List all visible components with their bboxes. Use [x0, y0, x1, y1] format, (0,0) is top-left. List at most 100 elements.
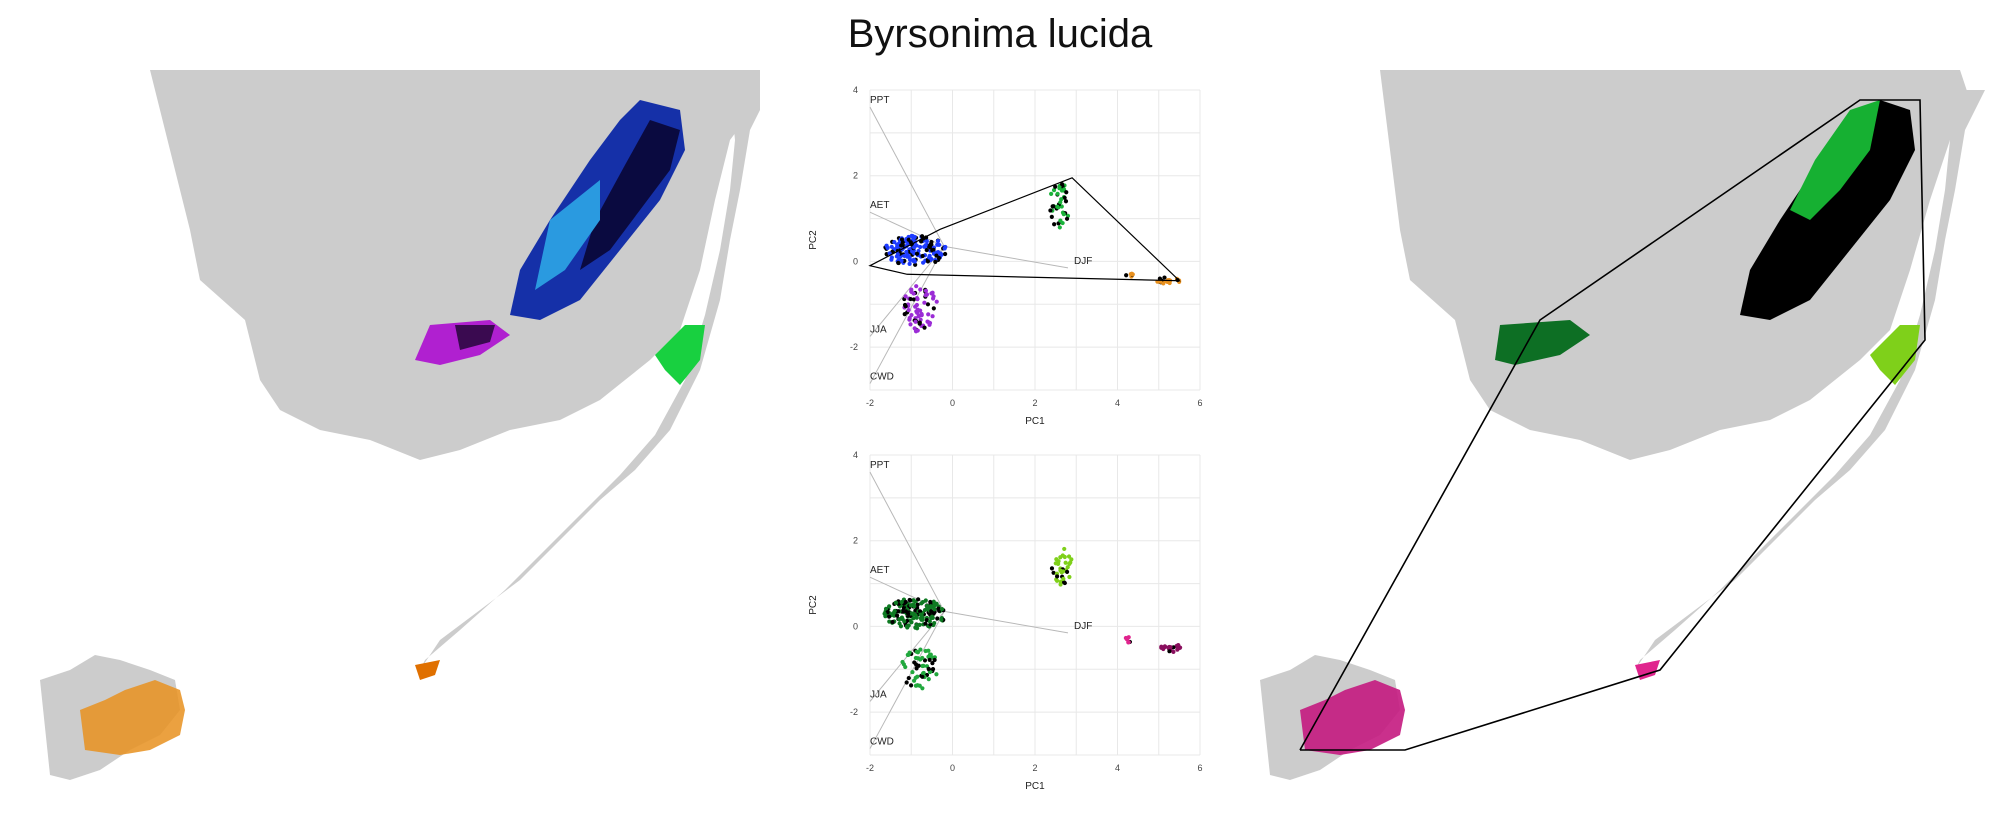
data-point — [915, 297, 920, 302]
x-tick-label: -2 — [866, 763, 874, 773]
data-point — [1052, 222, 1057, 227]
data-point — [915, 626, 920, 631]
data-point — [904, 680, 909, 685]
data-point — [932, 607, 937, 612]
pca-plot-bottom: -2 0 2 4 6 -2 0 2 4 PC1 PC2 PPT AET DJF JJA CWD — [808, 450, 1203, 792]
loading-arrow — [944, 245, 1069, 269]
data-point — [930, 661, 935, 666]
data-point — [905, 253, 910, 258]
data-point — [917, 683, 922, 688]
loading-label: CWD — [870, 737, 894, 748]
data-point — [894, 613, 900, 618]
data-point — [1166, 645, 1171, 650]
y-axis-label: PC2 — [808, 595, 819, 615]
data-point — [916, 597, 921, 602]
data-point — [1126, 640, 1131, 645]
data-point — [914, 284, 919, 289]
data-point — [1054, 574, 1060, 579]
point-cluster — [902, 284, 939, 334]
data-point — [935, 242, 940, 247]
data-point — [912, 604, 917, 609]
data-point — [927, 619, 932, 624]
data-point — [934, 672, 939, 677]
data-point — [907, 597, 912, 603]
data-point — [884, 243, 889, 248]
data-point — [904, 624, 910, 629]
point-cluster — [1124, 271, 1135, 279]
x-tick-label: 2 — [1032, 763, 1037, 773]
data-point — [935, 238, 941, 244]
data-point — [918, 612, 923, 617]
data-point — [908, 296, 913, 302]
data-point — [922, 658, 928, 663]
data-point — [1062, 554, 1067, 560]
data-point — [924, 247, 929, 253]
loading-label: PPT — [870, 95, 889, 106]
data-point — [1061, 576, 1066, 581]
data-point — [899, 243, 904, 248]
x-tick-label: 0 — [950, 398, 955, 408]
data-point — [924, 239, 929, 244]
data-point — [1161, 281, 1166, 286]
y-tick-label: -2 — [850, 342, 858, 352]
y-tick-label: -2 — [850, 707, 858, 717]
data-point — [1124, 273, 1129, 278]
point-cluster — [882, 597, 946, 631]
data-point — [1066, 554, 1072, 559]
x-tick-label: -2 — [866, 398, 874, 408]
data-point — [919, 601, 924, 606]
data-point — [928, 599, 933, 605]
data-point — [1054, 557, 1059, 562]
data-point — [902, 253, 907, 259]
data-point — [882, 611, 887, 616]
data-point — [920, 663, 925, 669]
data-point — [896, 260, 901, 265]
data-point — [908, 322, 913, 327]
connecting-hull — [1299, 99, 1926, 751]
data-point — [904, 249, 909, 255]
data-point — [890, 619, 895, 625]
data-point — [1050, 204, 1055, 209]
data-point — [1048, 208, 1053, 213]
data-point — [1051, 570, 1056, 575]
data-point — [1128, 271, 1133, 277]
loading-arrow — [869, 246, 945, 384]
data-point — [909, 289, 914, 294]
data-point — [926, 666, 931, 671]
data-point — [1049, 566, 1055, 571]
data-point — [912, 259, 917, 264]
point-cluster — [883, 233, 948, 267]
range-colored-patches — [80, 100, 705, 755]
x-tick-label: 6 — [1197, 398, 1202, 408]
data-point — [1060, 220, 1065, 226]
data-point — [922, 325, 927, 330]
data-point — [939, 607, 945, 612]
data-point — [932, 657, 937, 663]
y-tick-label: 4 — [853, 85, 858, 95]
data-point — [1162, 275, 1167, 280]
data-point — [899, 600, 904, 605]
data-point — [912, 660, 917, 665]
y-tick-label: 4 — [853, 450, 858, 460]
data-point — [920, 686, 925, 691]
data-point — [1049, 191, 1054, 197]
data-point — [923, 243, 928, 248]
data-point — [903, 609, 909, 614]
data-point — [895, 252, 900, 257]
loading-arrow — [869, 471, 945, 612]
data-point — [919, 311, 924, 317]
data-point — [938, 251, 943, 256]
loading-label: PPT — [870, 460, 889, 471]
loading-label: JJA — [870, 324, 887, 335]
loading-label: CWD — [870, 372, 894, 383]
loading-label: AET — [870, 200, 889, 211]
convex-hull — [868, 177, 1181, 282]
data-point — [914, 622, 919, 627]
loading-arrow — [869, 611, 945, 749]
data-point — [1064, 569, 1070, 575]
point-cluster — [1123, 635, 1133, 645]
data-point — [1068, 560, 1073, 565]
data-point — [1058, 579, 1063, 584]
right-map — [1260, 70, 1985, 780]
data-point — [1053, 184, 1058, 189]
